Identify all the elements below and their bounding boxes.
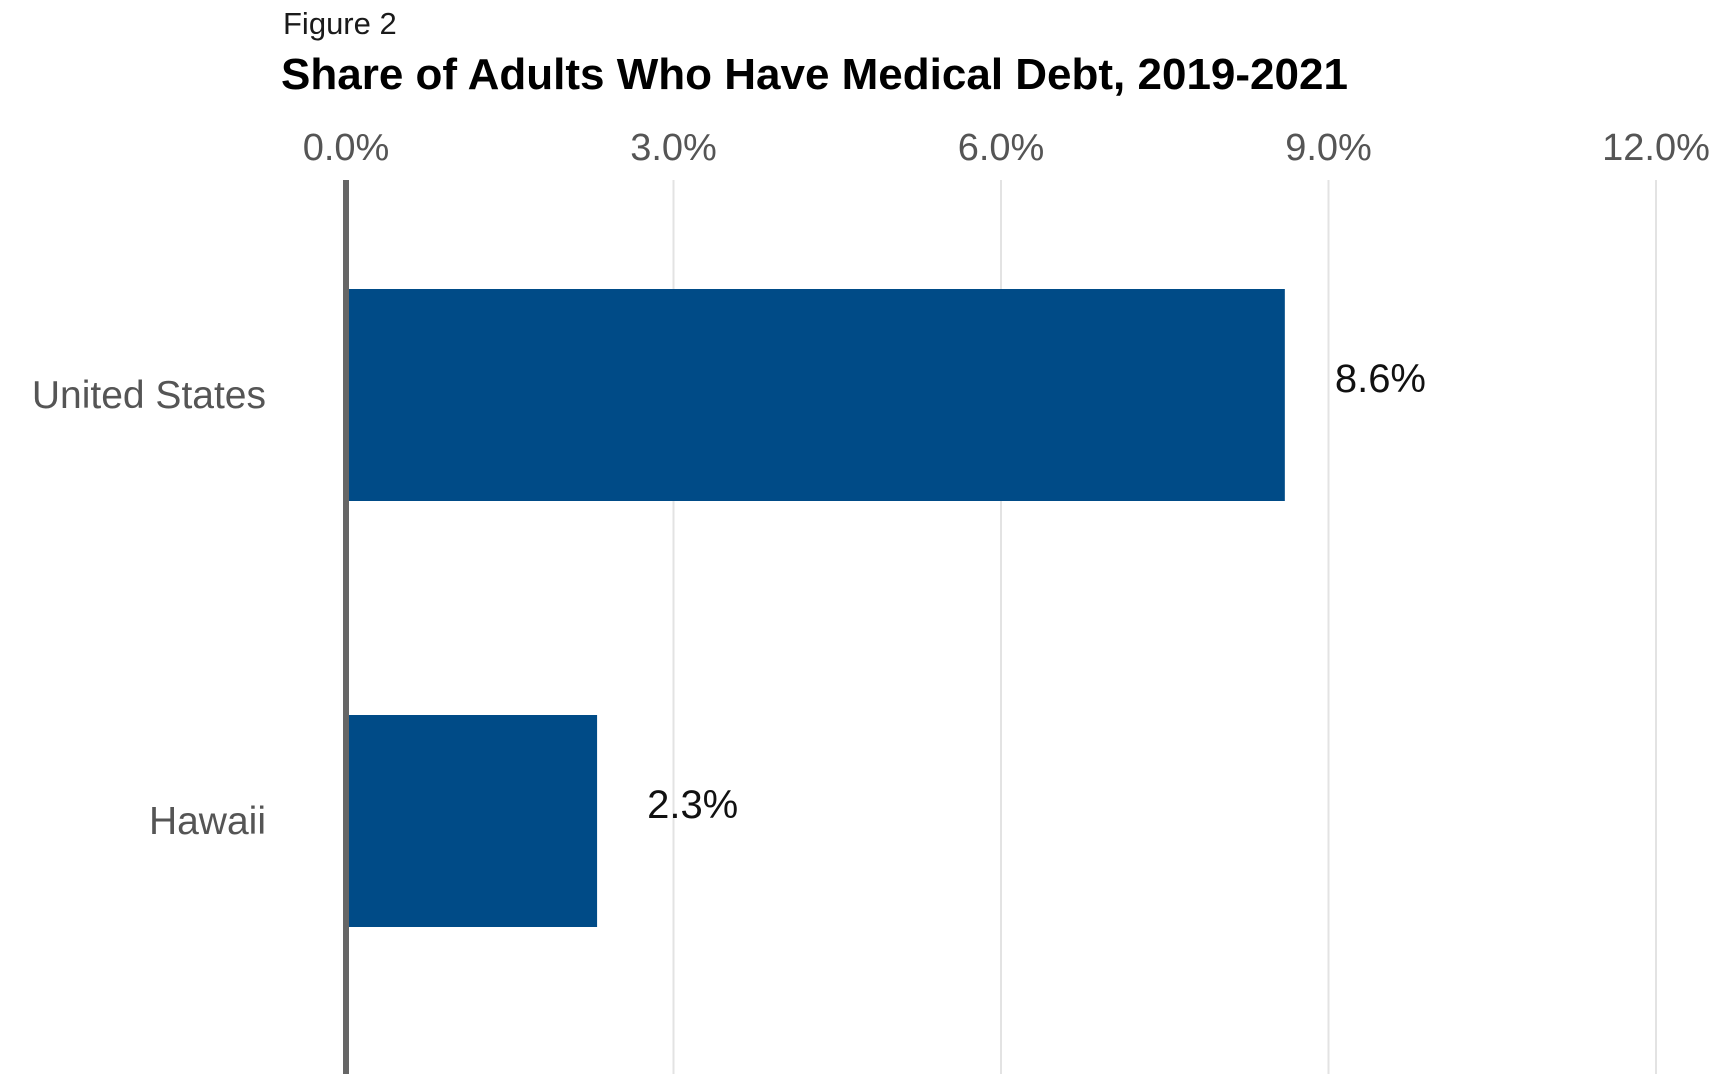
bar: [346, 715, 598, 927]
x-tick-label: 3.0%: [630, 127, 717, 169]
x-tick-label: 6.0%: [958, 127, 1045, 169]
category-label: Hawaii: [149, 800, 266, 843]
x-tick-label: 9.0%: [1285, 127, 1372, 169]
figure-label: Figure 2: [283, 6, 397, 41]
data-label: 2.3%: [647, 783, 738, 827]
x-tick-label: 12.0%: [1602, 127, 1710, 169]
x-axis-ticks: 0.0% 3.0% 6.0% 9.0% 12.0%: [303, 127, 1710, 169]
x-tick-label: 0.0%: [303, 127, 390, 169]
bars: [346, 289, 1285, 927]
labels: United States 8.6% Hawaii 2.3%: [32, 357, 1426, 843]
bar: [346, 289, 1285, 501]
category-label: United States: [32, 374, 266, 417]
data-label: 8.6%: [1335, 357, 1426, 401]
chart-title: Share of Adults Who Have Medical Debt, 2…: [281, 50, 1348, 99]
